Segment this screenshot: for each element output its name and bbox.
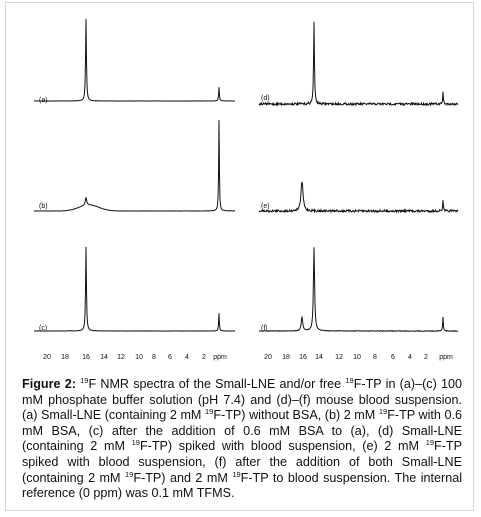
caption-text: F-TP in (a)–(c) 100 mM phosphate buffer … [22, 377, 462, 423]
axis-tick-label: 8 [152, 354, 156, 361]
axis-tick-label: 2 [424, 354, 428, 361]
spectrum-trace [258, 21, 459, 107]
spectra: (a) (b) (c) (d) (e) (f) 20 18 16 14 12 10 8 6 4 2 ppm 20 1… [33, 18, 459, 361]
axis-tick-label: 12 [117, 354, 125, 361]
caption-text: F-TP with 0.6 mM BSA, (c) after the addi… [22, 408, 462, 454]
axis-tick-label: 18 [282, 354, 290, 361]
caption-text: F-TP) spiked with blood suspension, (e) … [139, 439, 426, 454]
axis-tick-label: 4 [408, 354, 412, 361]
caption: Figure 2: 19F NMR spectra of the Small-L… [22, 377, 462, 502]
caption-label: Figure 2: [22, 377, 76, 391]
axis-tick-label: 8 [373, 354, 377, 361]
axis-unit: ppm [439, 354, 453, 361]
spectrum-trace [258, 181, 459, 214]
superscript: 19 [124, 469, 134, 479]
superscript: 19 [378, 407, 388, 417]
caption-text: F NMR spectra of the Small-LNE and/or fr… [88, 377, 346, 391]
axis-tick-label: 20 [264, 354, 272, 361]
axis-tick-label: 4 [185, 354, 189, 361]
spectrum-trace [34, 119, 235, 212]
axis-tick-label: 16 [299, 354, 307, 361]
superscript: 19 [204, 407, 214, 417]
figure: (a) (b) (c) (d) (e) (f) 20 18 16 14 12 10 8 6 4 2 ppm 20 1… [5, 2, 474, 511]
panel-label: (d) [261, 95, 270, 102]
spectrum-trace [258, 247, 459, 333]
superscript: 19 [345, 376, 354, 385]
axis-tick-label: 18 [61, 354, 69, 361]
panel-label: (a) [39, 97, 48, 104]
superscript: 19 [232, 469, 241, 479]
axis-tick-label: 12 [335, 354, 343, 361]
spectrum-trace [33, 18, 235, 102]
superscript: 19 [425, 438, 435, 448]
caption-text: F-TP spiked with blood suspension, (f) a… [22, 439, 463, 485]
axis-tick-label: 6 [391, 354, 395, 361]
axis-tick-label: 16 [82, 354, 90, 361]
axis-tick-label: 10 [353, 354, 361, 361]
axis-tick-label: 10 [135, 354, 143, 361]
panel-label: (c) [39, 325, 47, 332]
panel-label: (e) [261, 203, 270, 210]
axis-tick-label: 14 [315, 354, 323, 361]
axis-tick-label: 14 [100, 354, 108, 361]
axis-tick-label: 2 [202, 354, 206, 361]
panel-label: (f) [261, 325, 268, 332]
axis-tick-label: 20 [43, 354, 51, 361]
superscript: 19 [131, 438, 140, 448]
caption-text: F-TP to blood suspension. The internal r… [22, 470, 462, 501]
axis-tick-label: 6 [168, 354, 172, 361]
superscript: 19 [80, 376, 89, 385]
spectrum-trace [34, 246, 236, 332]
caption-text: F-TP) and 2 mM [133, 470, 233, 485]
caption-text: F-TP) without BSA, (b) 2 mM [213, 408, 379, 423]
axis-unit: ppm [213, 354, 227, 361]
panel-label: (b) [39, 203, 48, 210]
